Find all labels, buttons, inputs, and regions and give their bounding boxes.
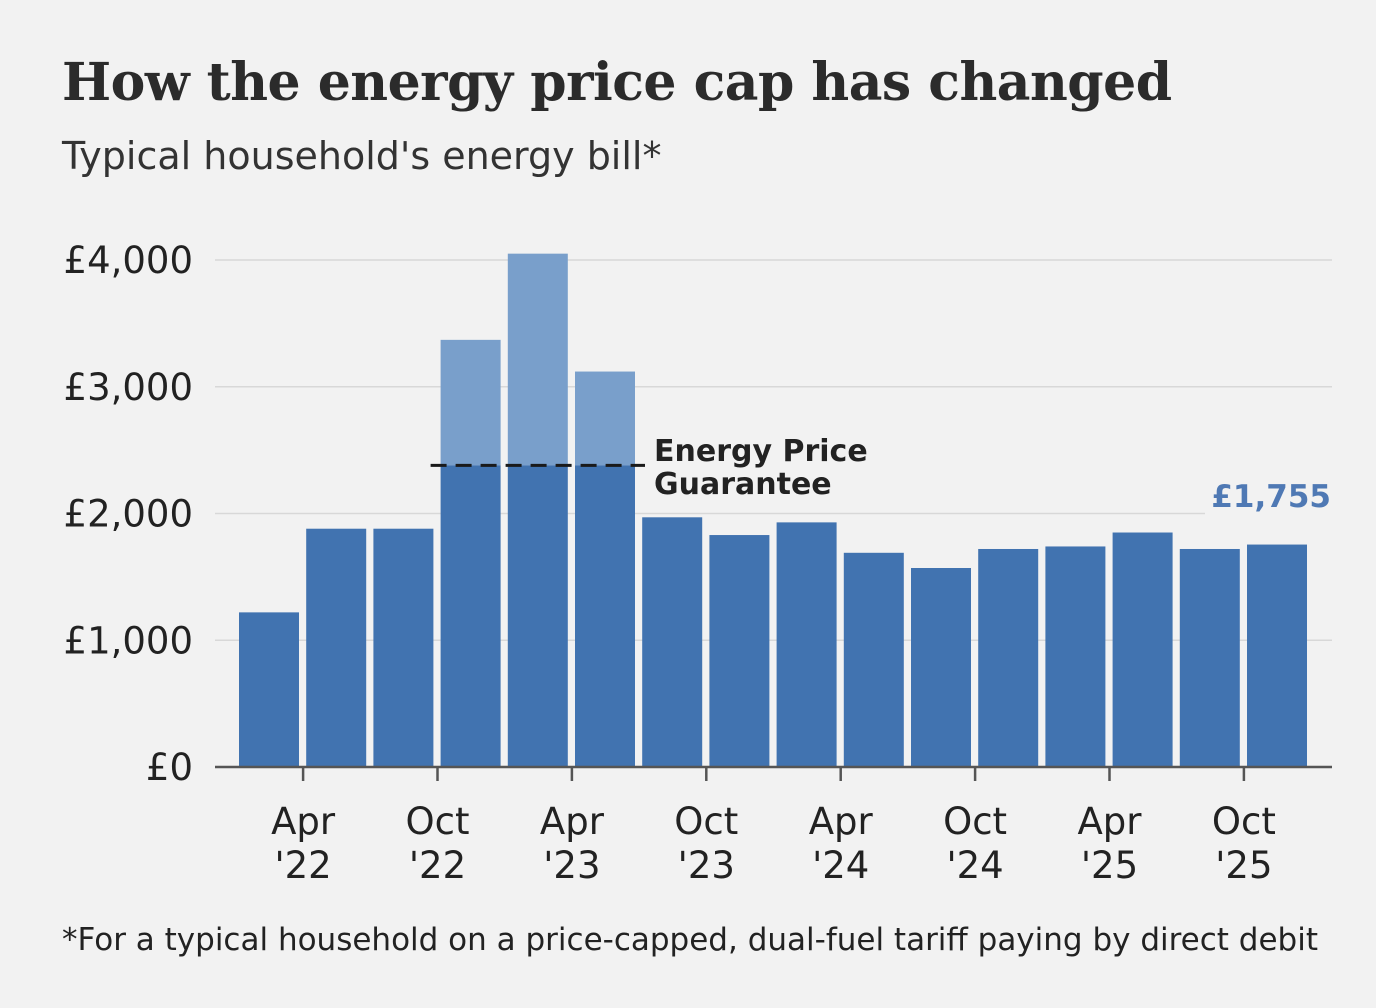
bar: [978, 548, 1039, 767]
x-tick-label-month: Apr: [540, 800, 605, 843]
x-tick-label-month: Apr: [809, 800, 874, 843]
x-tick-label-year: '23: [678, 844, 735, 887]
bar-cap-above-guarantee: [575, 371, 635, 466]
bar-guarantee: [575, 465, 635, 767]
bar: [776, 522, 837, 767]
bar: [1112, 532, 1173, 767]
x-tick-label-year: '23: [543, 844, 600, 887]
x-tick-label-year: '25: [1081, 844, 1138, 887]
x-tick-label-year: '22: [274, 844, 331, 887]
y-tick-label: £1,000: [64, 619, 193, 662]
x-tick-label-month: Oct: [674, 800, 738, 843]
bars: [239, 253, 1307, 767]
last-value-label: £1,755: [1211, 479, 1331, 515]
bar: [642, 517, 703, 767]
y-tick-label: £3,000: [64, 366, 193, 409]
y-tick-label: £0: [146, 746, 193, 789]
bar: [239, 612, 299, 767]
footnote: *For a typical household on a price-capp…: [62, 922, 1318, 958]
x-tick-label-month: Oct: [406, 800, 470, 843]
x-tick-label-year: '24: [812, 844, 869, 887]
x-tick-label-month: Apr: [271, 800, 336, 843]
axes: £0£1,000£2,000£3,000£4,000Apr'22Oct'22Ap…: [64, 239, 1332, 887]
chart-subtitle: Typical household's energy bill*: [62, 134, 662, 178]
bar-cap-above-guarantee: [507, 253, 568, 466]
x-tick-label-month: Apr: [1077, 800, 1142, 843]
chart-title: How the energy price cap has changed: [62, 52, 1172, 113]
bar: [306, 528, 367, 767]
x-tick-label-year: '25: [1215, 844, 1272, 887]
y-tick-label: £2,000: [64, 493, 193, 536]
bar: [1247, 544, 1307, 767]
bar: [709, 535, 770, 767]
bar: [1179, 548, 1240, 767]
x-tick-label-month: Oct: [1212, 800, 1276, 843]
bar-cap-above-guarantee: [440, 339, 501, 466]
x-tick-label-year: '24: [946, 844, 1003, 887]
y-tick-label: £4,000: [64, 239, 193, 282]
bar: [911, 568, 971, 767]
x-tick-label-month: Oct: [943, 800, 1007, 843]
bar: [373, 528, 434, 767]
guarantee-annotation-line2: Guarantee: [654, 467, 832, 502]
bar: [1045, 546, 1106, 767]
x-tick-label-year: '22: [409, 844, 466, 887]
bar-guarantee: [507, 465, 568, 767]
bar-guarantee: [440, 465, 501, 767]
bar: [843, 552, 904, 767]
guarantee-annotation-line1: Energy Price: [654, 434, 868, 469]
